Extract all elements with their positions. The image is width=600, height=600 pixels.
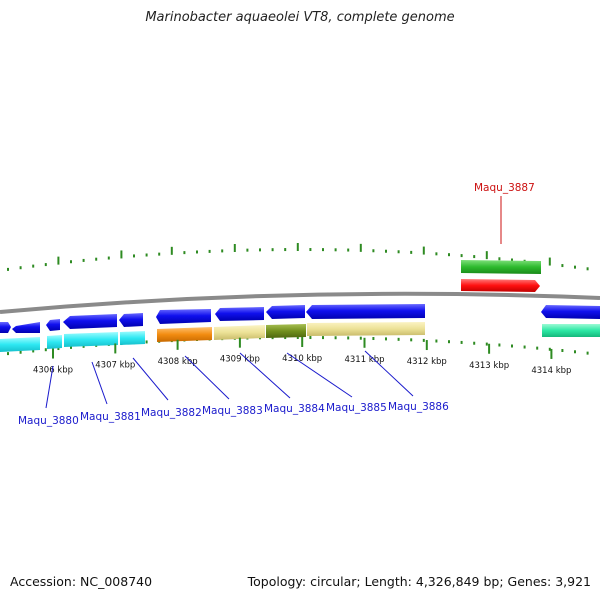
gene-label-3885[interactable]: Maqu_3885 bbox=[326, 402, 387, 414]
gene-arrow[interactable] bbox=[266, 305, 305, 319]
cyan-feature[interactable] bbox=[47, 335, 62, 349]
tick-label: 4306 kbp bbox=[33, 366, 73, 376]
gene-label-3882[interactable]: Maqu_3882 bbox=[141, 407, 202, 419]
tick-label: 4313 kbp bbox=[469, 361, 509, 371]
gene-arrow[interactable] bbox=[0, 322, 11, 333]
upper-minor-ticks bbox=[7, 243, 589, 271]
gene-arrow[interactable] bbox=[541, 305, 600, 319]
gene-arrow[interactable] bbox=[215, 307, 264, 321]
gene-label-3881[interactable]: Maqu_3881 bbox=[80, 411, 141, 423]
feature-track bbox=[0, 322, 600, 352]
accession-text: Accession: NC_008740 bbox=[10, 574, 153, 589]
tick-label: 4307 kbp bbox=[95, 360, 135, 370]
gene-arrow[interactable] bbox=[156, 309, 211, 324]
green-feature[interactable] bbox=[461, 260, 541, 274]
olive-feature[interactable] bbox=[266, 324, 306, 338]
gene-label-leaders bbox=[45, 350, 414, 409]
gene-arrow[interactable] bbox=[46, 319, 60, 331]
teal-feature[interactable] bbox=[542, 324, 600, 337]
tick-label: 4312 kbp bbox=[407, 357, 447, 367]
gene-label-3880[interactable]: Maqu_3880 bbox=[18, 415, 79, 427]
tick-label: 4308 kbp bbox=[158, 357, 198, 367]
khaki-feature[interactable] bbox=[214, 325, 265, 340]
gene-label-3886[interactable]: Maqu_3886 bbox=[388, 401, 449, 413]
gene-arrow[interactable] bbox=[306, 304, 425, 319]
cyan-feature[interactable] bbox=[120, 331, 145, 345]
cyan-feature[interactable] bbox=[64, 332, 118, 347]
tick-label: 4311 kbp bbox=[344, 355, 384, 365]
gene-arrow[interactable] bbox=[63, 314, 117, 329]
map-title: Marinobacter aquaeolei VT8, complete gen… bbox=[145, 10, 455, 25]
cyan-feature[interactable] bbox=[0, 337, 40, 352]
gene-label-3883[interactable]: Maqu_3883 bbox=[202, 405, 263, 417]
tick-label: 4309 kbp bbox=[220, 355, 260, 365]
genome-backbone-arc bbox=[0, 291, 600, 314]
gene-label-3887[interactable]: Maqu_3887 bbox=[474, 182, 535, 194]
gene-labels: Maqu_3880 Maqu_3881 Maqu_3882 Maqu_3883 … bbox=[18, 182, 535, 427]
red-gene-arrow[interactable] bbox=[461, 279, 540, 292]
tick-label: 4314 kbp bbox=[531, 366, 571, 376]
highlighted-gene-group bbox=[461, 196, 541, 292]
kbp-axis: 4306 kbp 4307 kbp 4308 kbp 4309 kbp 4310 kbp… bbox=[33, 337, 571, 376]
orange-feature[interactable] bbox=[157, 327, 212, 342]
khaki-feature[interactable] bbox=[307, 322, 425, 336]
genome-summary-text: Topology: circular; Length: 4,326,849 bp… bbox=[247, 574, 591, 589]
gene-arrow[interactable] bbox=[12, 322, 40, 333]
tick-label: 4310 kbp bbox=[282, 354, 322, 364]
gene-arrow[interactable] bbox=[119, 313, 143, 327]
gene-track-blue bbox=[0, 304, 600, 333]
gene-label-3884[interactable]: Maqu_3884 bbox=[264, 403, 325, 415]
